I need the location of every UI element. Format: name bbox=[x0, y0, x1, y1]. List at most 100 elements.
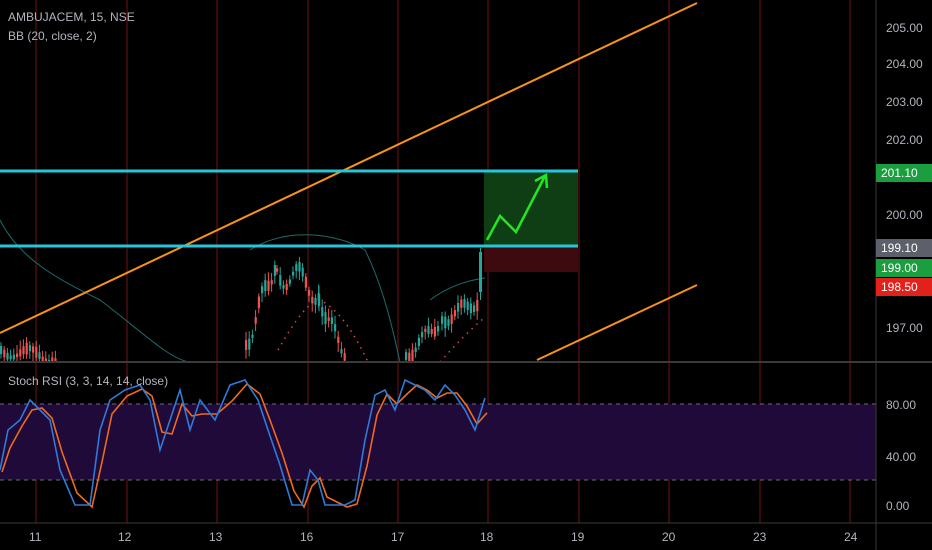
symbol-legend[interactable]: AMBUJACEM, 15, NSE bbox=[8, 10, 135, 24]
candle-body bbox=[433, 327, 436, 337]
candle-body bbox=[463, 299, 466, 308]
candle-body bbox=[248, 338, 251, 350]
projection-arrow-head bbox=[534, 172, 549, 189]
candle-body bbox=[292, 271, 295, 276]
price-tag-entry: 199.10 bbox=[876, 239, 932, 257]
candle-body bbox=[295, 264, 298, 271]
candle-body bbox=[32, 346, 35, 353]
candle-body bbox=[298, 261, 301, 272]
candle-body bbox=[0, 345, 3, 355]
price-tag-target: 201.10 bbox=[876, 164, 932, 182]
candle-body bbox=[343, 352, 346, 361]
candle-body bbox=[19, 349, 22, 357]
candle-body bbox=[327, 317, 330, 322]
time-tick: 12 bbox=[118, 530, 132, 544]
price-tag-last: 199.00 bbox=[876, 259, 932, 277]
time-tick: 17 bbox=[391, 530, 405, 544]
time-tick: 24 bbox=[844, 530, 858, 544]
candle-body bbox=[16, 353, 19, 358]
candle-body bbox=[276, 268, 279, 272]
candle-body bbox=[267, 280, 270, 291]
candle-body bbox=[421, 331, 424, 338]
candle-body bbox=[304, 276, 307, 288]
bb-basis bbox=[439, 317, 485, 363]
candle-body bbox=[405, 352, 408, 360]
stoch-d-line bbox=[1, 382, 488, 509]
candle-body bbox=[340, 348, 343, 354]
price-tick: 204.00 bbox=[886, 57, 923, 71]
candle-body bbox=[453, 310, 456, 317]
channel-lower-line[interactable] bbox=[536, 284, 698, 361]
candle-body bbox=[41, 356, 44, 362]
projection-arrow[interactable] bbox=[485, 175, 547, 241]
candle-body bbox=[324, 312, 327, 325]
time-tick: 23 bbox=[753, 530, 767, 544]
candle-body bbox=[308, 289, 311, 296]
candle-body bbox=[3, 349, 6, 358]
candle-body bbox=[273, 265, 276, 276]
candle-body bbox=[417, 337, 420, 346]
candle-body bbox=[427, 325, 430, 334]
candle-body bbox=[437, 325, 440, 332]
osc-tick: 80.00 bbox=[886, 398, 917, 412]
bb-legend[interactable]: BB (20, close, 2) bbox=[8, 29, 97, 43]
target-zone[interactable] bbox=[484, 171, 578, 246]
candle-body bbox=[334, 324, 337, 332]
candle-body bbox=[254, 317, 257, 324]
candle-body bbox=[257, 296, 260, 309]
candle-body bbox=[330, 317, 333, 324]
candle-body bbox=[318, 294, 321, 306]
price-tick: 202.00 bbox=[886, 133, 923, 147]
candle-body bbox=[251, 334, 254, 338]
candle-body bbox=[279, 275, 282, 286]
price-tick: 200.00 bbox=[886, 208, 923, 222]
candle-body bbox=[25, 342, 28, 355]
candle-body bbox=[285, 283, 288, 291]
candle-body bbox=[22, 346, 25, 355]
candle-body bbox=[35, 346, 38, 358]
candle-body bbox=[264, 280, 267, 292]
candle-body bbox=[450, 314, 453, 324]
candle-body bbox=[466, 301, 469, 310]
candle-body bbox=[6, 352, 9, 360]
candle-body bbox=[44, 358, 47, 362]
candle-body bbox=[444, 316, 447, 329]
candle-body bbox=[441, 316, 444, 324]
candle-body bbox=[414, 347, 417, 353]
candle-body bbox=[311, 296, 314, 304]
price-tick: 197.00 bbox=[886, 321, 923, 335]
time-tick: 20 bbox=[662, 530, 676, 544]
candle-body bbox=[321, 307, 324, 317]
channel-upper-line[interactable] bbox=[0, 2, 698, 334]
bb-upper-band bbox=[0, 219, 191, 363]
stop-zone[interactable] bbox=[484, 246, 578, 272]
time-tick: 13 bbox=[209, 530, 223, 544]
candle-body bbox=[54, 358, 57, 362]
candle-body bbox=[314, 297, 317, 305]
candle-body bbox=[408, 352, 411, 362]
price-tag-stop: 198.50 bbox=[876, 278, 932, 296]
stoch-rsi-legend[interactable]: Stoch RSI (3, 3, 14, 14, close) bbox=[8, 374, 169, 388]
candle-body bbox=[301, 267, 304, 277]
candle-body bbox=[476, 299, 479, 312]
stoch-k-line bbox=[0, 378, 486, 506]
candle-body bbox=[38, 352, 41, 359]
candle-body bbox=[28, 345, 31, 352]
oscillator-band-fill bbox=[0, 404, 876, 480]
candle-body bbox=[51, 357, 54, 362]
candle-body bbox=[9, 355, 12, 360]
candle-body bbox=[337, 336, 340, 343]
candle-body bbox=[245, 340, 248, 350]
bollinger-bands bbox=[0, 219, 486, 363]
candle-body bbox=[282, 285, 285, 289]
bb-upper-band bbox=[249, 234, 401, 363]
candle-body bbox=[288, 279, 291, 284]
candle-body bbox=[12, 354, 15, 360]
candle-body bbox=[469, 303, 472, 314]
candle-body bbox=[430, 328, 433, 334]
candle-body bbox=[457, 302, 460, 312]
candlesticks bbox=[0, 248, 482, 362]
osc-tick: 40.00 bbox=[886, 450, 917, 464]
price-tick: 205.00 bbox=[886, 21, 923, 35]
